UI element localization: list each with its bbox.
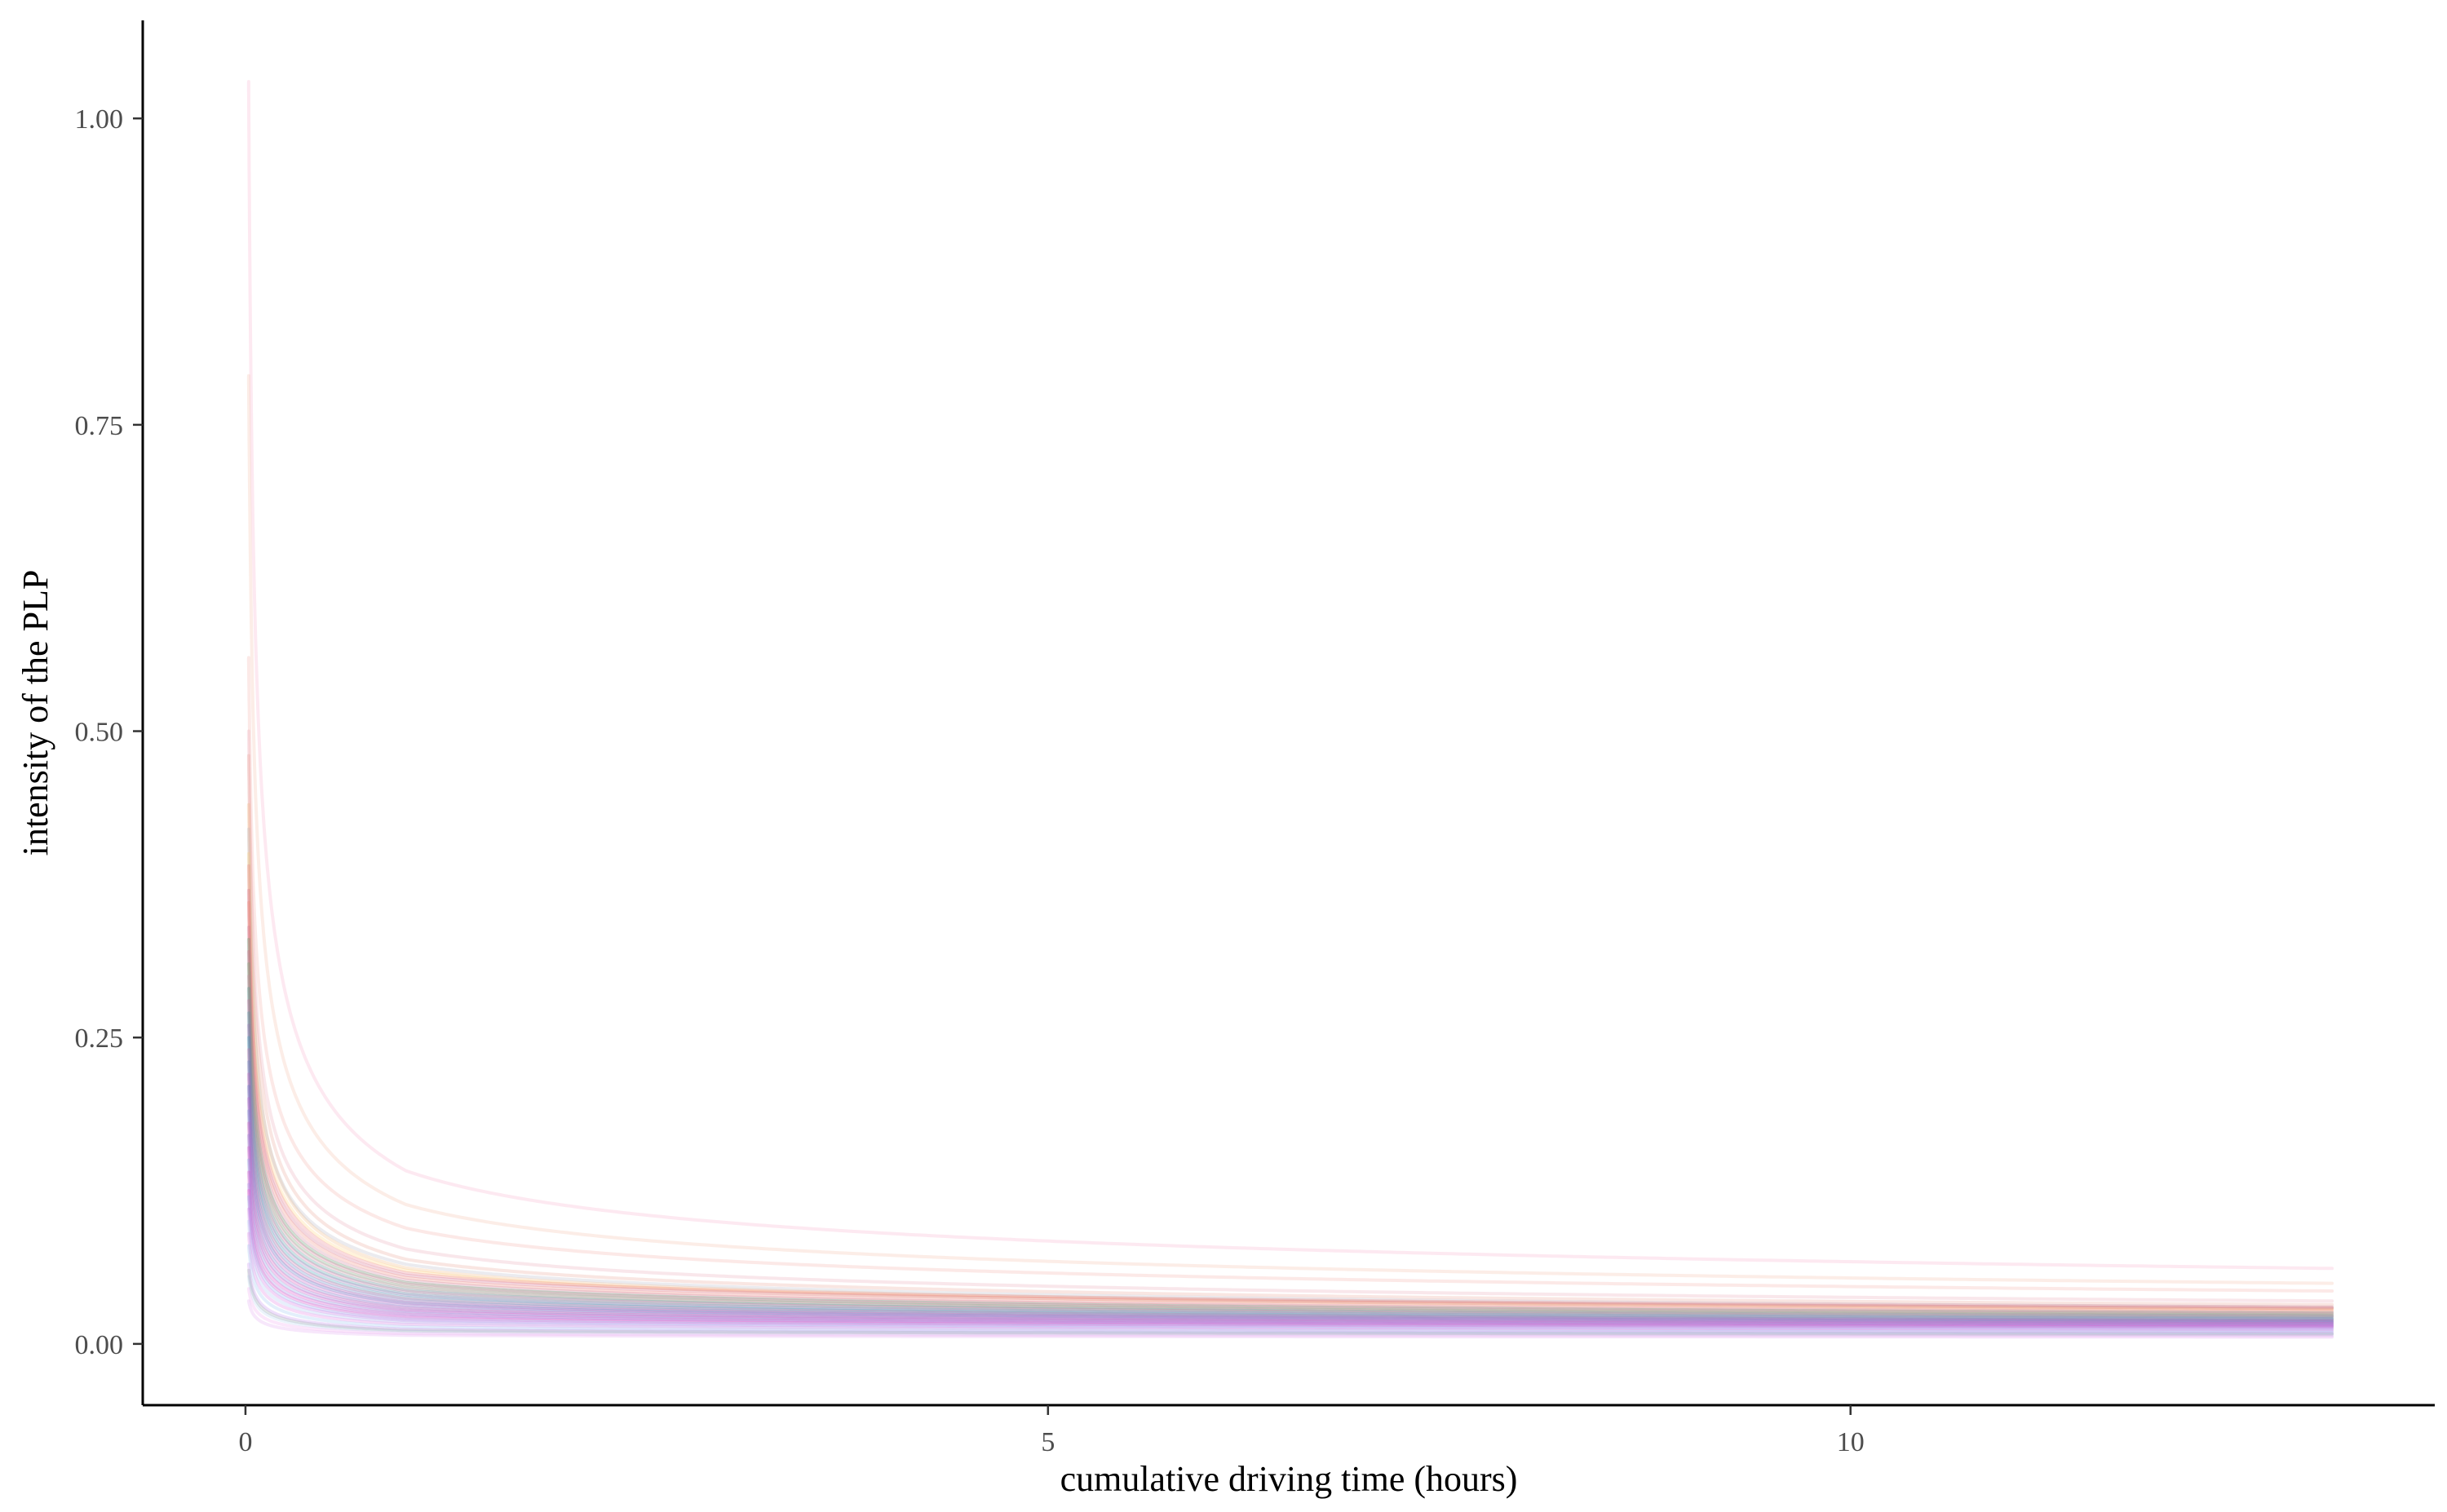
series-line-37: [246, 1219, 2334, 1332]
series-line-43: [246, 1268, 2334, 1336]
series-line-11: [246, 900, 2334, 1313]
series-line-18: [246, 999, 2334, 1319]
x-tick-label: 5: [1041, 1427, 1055, 1457]
series-line-17: [246, 987, 2334, 1319]
series-line-23: [246, 1060, 2334, 1323]
series-line-39: [246, 1244, 2334, 1334]
series-line-15: [246, 962, 2334, 1317]
series-line-24: [246, 1072, 2334, 1324]
series-line-7: [246, 827, 2334, 1309]
series-line-14: [246, 950, 2334, 1316]
series-line-26: [246, 1097, 2334, 1324]
x-axis-title: cumulative driving time (hours): [1060, 1459, 1518, 1499]
series-line-44: [246, 1299, 2334, 1339]
series-line-25: [246, 1085, 2334, 1324]
series-line-10: [246, 888, 2334, 1311]
series-line-22: [246, 1048, 2334, 1322]
y-tick-label: 0.50: [75, 718, 124, 748]
series-line-27: [246, 1109, 2334, 1325]
series-line-4: [246, 729, 2334, 1303]
x-axis-ticks: 0 5 10: [238, 1405, 1865, 1457]
series-line-19: [246, 1011, 2334, 1320]
series-line-31: [246, 1158, 2334, 1328]
series-line-5: [246, 754, 2334, 1306]
series-line-3: [246, 656, 2334, 1293]
y-tick-label: 0.25: [75, 1023, 124, 1054]
series-line-6: [246, 802, 2334, 1311]
series-line-16: [246, 975, 2334, 1318]
axes: [141, 20, 2435, 1407]
series-line-38: [246, 1231, 2334, 1333]
series-line-28: [246, 1121, 2334, 1326]
series-line-20: [246, 1023, 2334, 1321]
x-tick-label: 10: [1837, 1427, 1865, 1457]
y-tick-label: 0.75: [75, 411, 124, 441]
series-line-2: [246, 374, 2334, 1285]
series-line-21: [246, 1036, 2334, 1321]
series-lines: [246, 80, 2334, 1339]
series-line-36: [246, 1207, 2334, 1331]
series-line-13: [246, 938, 2334, 1315]
series-line-41: [246, 1275, 2334, 1337]
series-line-8: [246, 851, 2334, 1311]
x-tick-label: 0: [238, 1427, 252, 1457]
series-line-9: [246, 864, 2334, 1309]
y-tick-label: 1.00: [75, 104, 124, 135]
series-line-33: [246, 1183, 2334, 1329]
y-axis-title: intensity of the PLP: [15, 570, 55, 856]
series-line-42: [246, 1287, 2334, 1338]
series-line-32: [246, 1170, 2334, 1329]
series-line-34: [246, 1189, 2334, 1329]
y-axis-ticks: 0.00 0.25 0.50 0.75 1.00: [75, 104, 143, 1360]
series-line-12: [246, 926, 2334, 1314]
series-line-35: [246, 1195, 2334, 1330]
y-tick-label: 0.00: [75, 1330, 124, 1360]
series-line-30: [246, 1146, 2334, 1327]
series-line-29: [246, 1134, 2334, 1326]
series-line-1: [246, 80, 2334, 1271]
series-line-40: [246, 1262, 2334, 1336]
